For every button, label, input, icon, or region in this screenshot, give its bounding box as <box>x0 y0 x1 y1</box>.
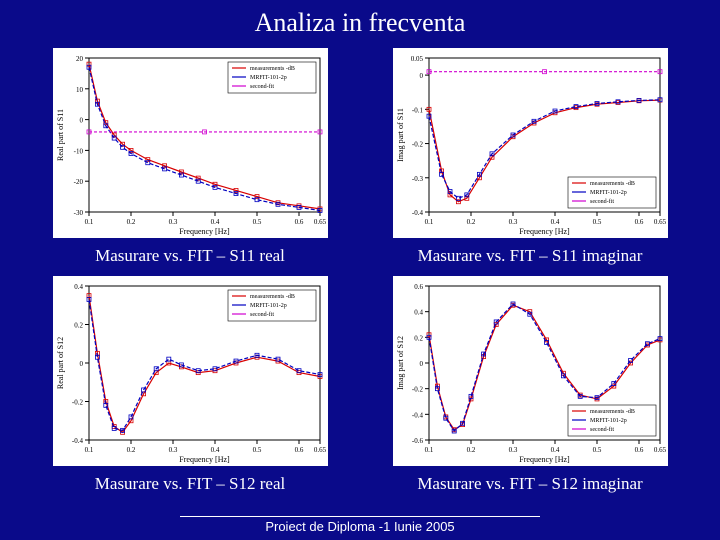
svg-text:Imag part of S12: Imag part of S12 <box>396 336 405 390</box>
svg-text:0.3: 0.3 <box>508 218 517 226</box>
plot-s11real: 0.1 0.2 0.3 0.4 0.5 0.6 0.65 -30 -20 -10 0 10 20 Freq… <box>53 48 328 238</box>
svg-text:0: 0 <box>79 360 83 368</box>
svg-text:-30: -30 <box>73 209 83 217</box>
cell-s11real: 0.1 0.2 0.3 0.4 0.5 0.6 0.65 -30 -20 -10 0 10 20 Freq… <box>40 48 340 266</box>
svg-text:0.4: 0.4 <box>414 309 423 317</box>
svg-text:0.6: 0.6 <box>294 446 303 454</box>
cell-s11imag: 0.1 0.2 0.3 0.4 0.5 0.6 0.65 -0.4 -0.3 -0.2 -0.1 0 0… <box>380 48 680 266</box>
page-title: Analiza in frecventa <box>0 0 720 38</box>
svg-text:0.2: 0.2 <box>126 446 135 454</box>
svg-text:Frequency [Hz]: Frequency [Hz] <box>179 227 230 236</box>
plot-grid: 0.1 0.2 0.3 0.4 0.5 0.6 0.65 -30 -20 -10 0 10 20 Freq… <box>0 38 720 494</box>
svg-text:0: 0 <box>79 117 83 125</box>
svg-text:-0.6: -0.6 <box>411 437 423 445</box>
svg-text:Real part of S12: Real part of S12 <box>56 337 65 389</box>
svg-text:0.65: 0.65 <box>653 446 666 454</box>
svg-text:0.1: 0.1 <box>84 446 93 454</box>
caption-s12real: Masurare vs. FIT – S12 real <box>95 474 285 494</box>
svg-text:0.6: 0.6 <box>294 218 303 226</box>
svg-text:0.65: 0.65 <box>313 218 326 226</box>
caption-s11imag: Masurare vs. FIT – S11 imaginar <box>418 246 643 266</box>
svg-text:Imag part of S11: Imag part of S11 <box>396 108 405 162</box>
svg-text:Frequency [Hz]: Frequency [Hz] <box>179 455 230 464</box>
svg-text:0.5: 0.5 <box>252 446 261 454</box>
svg-text:0.6: 0.6 <box>634 218 643 226</box>
svg-text:-0.4: -0.4 <box>411 209 423 217</box>
svg-text:Frequency [Hz]: Frequency [Hz] <box>519 455 570 464</box>
svg-text:0.2: 0.2 <box>414 334 423 342</box>
svg-text:measurements -dB: measurements -dB <box>250 294 295 300</box>
cell-s12real: 0.10.20.30.40.50.60.65-0.4-0.200.20.4Fre… <box>40 276 340 494</box>
svg-text:0.1: 0.1 <box>424 218 433 226</box>
caption-s11real: Masurare vs. FIT – S11 real <box>95 246 285 266</box>
svg-text:MRFIT-101-2p: MRFIT-101-2p <box>250 303 287 309</box>
svg-text:0.65: 0.65 <box>313 446 326 454</box>
svg-text:0.1: 0.1 <box>84 218 93 226</box>
cell-s12imag: 0.1 0.2 0.3 0.4 0.5 0.6 0.65 -0.6 -0.4 -0.2 0 0.2 0.… <box>380 276 680 494</box>
svg-text:-0.2: -0.2 <box>71 399 83 407</box>
svg-text:-10: -10 <box>73 147 83 155</box>
svg-text:measurements -dB: measurements -dB <box>250 66 295 72</box>
svg-text:0.2: 0.2 <box>466 218 475 226</box>
svg-text:-0.4: -0.4 <box>71 437 83 445</box>
svg-text:-0.2: -0.2 <box>411 386 423 394</box>
svg-text:MRFIT-101-2p: MRFIT-101-2p <box>590 190 627 196</box>
svg-text:10: 10 <box>76 86 84 94</box>
svg-text:second-fit: second-fit <box>590 426 614 433</box>
svg-text:0.4: 0.4 <box>550 218 559 226</box>
svg-text:Frequency [Hz]: Frequency [Hz] <box>519 227 570 236</box>
svg-text:0.5: 0.5 <box>252 218 261 226</box>
svg-text:0.4: 0.4 <box>550 446 559 454</box>
svg-text:-0.1: -0.1 <box>411 106 423 114</box>
svg-text:20: 20 <box>76 55 84 63</box>
svg-text:0.5: 0.5 <box>592 218 601 226</box>
svg-text:0.6: 0.6 <box>634 446 643 454</box>
plot-s12imag: 0.1 0.2 0.3 0.4 0.5 0.6 0.65 -0.6 -0.4 -0.2 0 0.2 0.… <box>393 276 668 466</box>
footer: Proiect de Diploma -1 Iunie 2005 <box>0 516 720 534</box>
svg-text:0.3: 0.3 <box>508 446 517 454</box>
svg-text:-20: -20 <box>73 178 83 186</box>
svg-text:second-fit: second-fit <box>250 83 274 90</box>
footer-text: Proiect de Diploma -1 Iunie 2005 <box>265 519 454 534</box>
plot-s12real: 0.10.20.30.40.50.60.65-0.4-0.200.20.4Fre… <box>53 276 328 466</box>
svg-text:0.4: 0.4 <box>210 218 219 226</box>
svg-text:Real part of S11: Real part of S11 <box>56 109 65 161</box>
svg-text:measurements -dB: measurements -dB <box>590 409 635 415</box>
svg-text:0.3: 0.3 <box>168 218 177 226</box>
caption-s12imag: Masurare vs. FIT – S12 imaginar <box>417 474 642 494</box>
svg-text:0.2: 0.2 <box>74 322 83 330</box>
svg-text:0.2: 0.2 <box>126 218 135 226</box>
svg-text:-0.3: -0.3 <box>411 175 423 183</box>
svg-text:MRFIT-101-2p: MRFIT-101-2p <box>590 418 627 424</box>
svg-text:0.3: 0.3 <box>168 446 177 454</box>
svg-text:0.2: 0.2 <box>466 446 475 454</box>
svg-text:0.1: 0.1 <box>424 446 433 454</box>
svg-text:second-fit: second-fit <box>590 198 614 205</box>
svg-text:measurements -dB: measurements -dB <box>590 181 635 187</box>
svg-text:0: 0 <box>419 72 423 80</box>
svg-text:0.5: 0.5 <box>592 446 601 454</box>
svg-text:0.05: 0.05 <box>410 55 423 63</box>
svg-text:0.65: 0.65 <box>653 218 666 226</box>
svg-text:0.4: 0.4 <box>210 446 219 454</box>
svg-text:0.4: 0.4 <box>74 283 83 291</box>
svg-text:-0.2: -0.2 <box>411 141 423 149</box>
svg-text:0: 0 <box>419 360 423 368</box>
svg-text:second-fit: second-fit <box>250 311 274 318</box>
svg-text:MRFIT-101-2p: MRFIT-101-2p <box>250 75 287 81</box>
plot-s11imag: 0.1 0.2 0.3 0.4 0.5 0.6 0.65 -0.4 -0.3 -0.2 -0.1 0 0… <box>393 48 668 238</box>
svg-text:0.6: 0.6 <box>414 283 423 291</box>
svg-text:-0.4: -0.4 <box>411 411 423 419</box>
